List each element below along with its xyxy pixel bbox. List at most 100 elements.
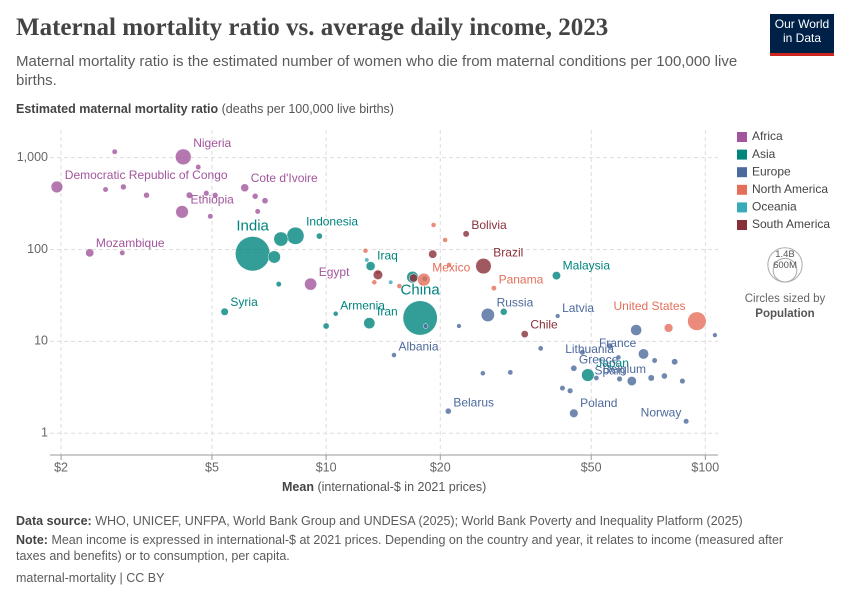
point-label: China <box>401 282 441 299</box>
bubble <box>570 364 578 372</box>
bubble <box>212 192 219 199</box>
y-axis-label-bold: Estimated maternal mortality ratio <box>16 102 219 116</box>
logo-text: in Data <box>782 31 822 45</box>
bubble <box>111 148 118 155</box>
bubble <box>332 310 339 317</box>
bubble <box>220 307 229 316</box>
legend-label[interactable]: Europe <box>752 164 791 178</box>
legend-swatch[interactable] <box>737 132 747 142</box>
x-tick-label: $100 <box>691 460 719 474</box>
bubble <box>679 378 686 385</box>
bubble <box>606 342 614 350</box>
source-label: Data source: <box>16 514 92 528</box>
bubble <box>683 418 690 425</box>
size-legend-label: 600M <box>773 260 797 271</box>
bubble <box>555 313 561 319</box>
bubble <box>462 230 470 238</box>
point-label: Iraq <box>377 249 398 263</box>
note: Note: Mean income is expressed in intern… <box>16 532 816 564</box>
point-label: Albania <box>398 340 438 354</box>
legend-swatch[interactable] <box>737 167 747 178</box>
bubble <box>175 205 189 219</box>
bubble <box>581 368 595 382</box>
bubble <box>446 262 452 268</box>
legend-swatch[interactable] <box>737 220 747 230</box>
note-label: Note: <box>16 533 48 547</box>
point-label: Ethiopia <box>190 193 234 207</box>
bubble <box>430 222 437 228</box>
bubble <box>626 376 637 386</box>
point-label: Belgium <box>603 362 646 376</box>
x-tick-label: $2 <box>54 460 68 474</box>
point-label: Poland <box>580 396 617 410</box>
point-label: United States <box>614 299 686 313</box>
point-label: Nigeria <box>193 136 231 150</box>
bubble <box>567 387 574 394</box>
point-label: Russia <box>497 295 534 309</box>
x-axis-label-rest: (international-$ in 2021 prices) <box>317 480 487 494</box>
bubble <box>475 258 492 275</box>
point-label: Lithuania <box>565 342 614 356</box>
bubble <box>371 279 378 286</box>
logo[interactable]: Our World in Data <box>770 14 834 56</box>
bubble <box>143 192 150 199</box>
bubble <box>175 148 192 166</box>
y-axis-label: Estimated maternal mortality ratio (deat… <box>16 102 394 116</box>
license: maternal-mortality | CC BY <box>16 571 165 585</box>
bubble <box>85 248 95 258</box>
y-tick-label: 1,000 <box>17 150 48 164</box>
bubble <box>579 349 586 356</box>
bubble <box>362 247 369 254</box>
bubble <box>638 348 649 360</box>
bubble <box>316 232 323 240</box>
point-label: Democratic Republic of Congo <box>65 168 228 182</box>
bubble <box>322 322 330 330</box>
bubble <box>388 279 394 285</box>
point-label: Greece <box>579 352 619 366</box>
x-tick-label: $10 <box>316 460 337 474</box>
bubble <box>559 385 566 392</box>
size-legend-measure: Population <box>755 308 814 320</box>
bubble <box>207 213 214 220</box>
point-label: Mozambique <box>96 236 165 250</box>
bubble <box>304 277 317 291</box>
legend-label[interactable]: North America <box>752 182 828 196</box>
bubble <box>507 369 514 376</box>
bubble <box>267 250 281 264</box>
legend-label[interactable]: Asia <box>752 147 776 161</box>
point-label: Belarus <box>453 395 494 409</box>
point-label: Panama <box>499 273 544 287</box>
point-label: Latvia <box>562 301 594 315</box>
bubble <box>364 257 370 263</box>
bubble <box>402 300 438 336</box>
point-label: Armenia <box>340 298 385 312</box>
legend-swatch[interactable] <box>737 184 747 195</box>
legend-label[interactable]: Africa <box>752 129 783 143</box>
point-label: Brazil <box>493 245 523 259</box>
point-label: Egypt <box>319 265 350 279</box>
bubble <box>480 370 486 377</box>
bubble <box>552 271 561 281</box>
y-axis-label-rest: (deaths per 100,000 live births) <box>221 102 394 116</box>
bubble <box>651 357 658 364</box>
bubble <box>119 249 126 256</box>
point-label: Malaysia <box>563 259 611 273</box>
bubble <box>647 374 655 382</box>
bubble <box>251 193 259 200</box>
bubble <box>630 324 642 336</box>
bubble <box>195 164 202 171</box>
chart-title: Maternal mortality ratio vs. average dai… <box>16 14 609 41</box>
legend-swatch[interactable] <box>737 202 747 213</box>
bubble <box>365 261 376 271</box>
legend-label[interactable]: Oceania <box>752 200 797 214</box>
x-axis-label: Mean (international-$ in 2021 prices) <box>282 480 486 494</box>
bubble <box>286 226 305 245</box>
bubble <box>391 352 397 358</box>
bubble <box>661 372 668 380</box>
bubble <box>275 281 282 288</box>
point-label: Syria <box>230 295 258 309</box>
legend-swatch[interactable] <box>737 149 747 160</box>
legend-label[interactable]: South America <box>752 217 830 231</box>
point-label: Mexico <box>432 260 470 274</box>
